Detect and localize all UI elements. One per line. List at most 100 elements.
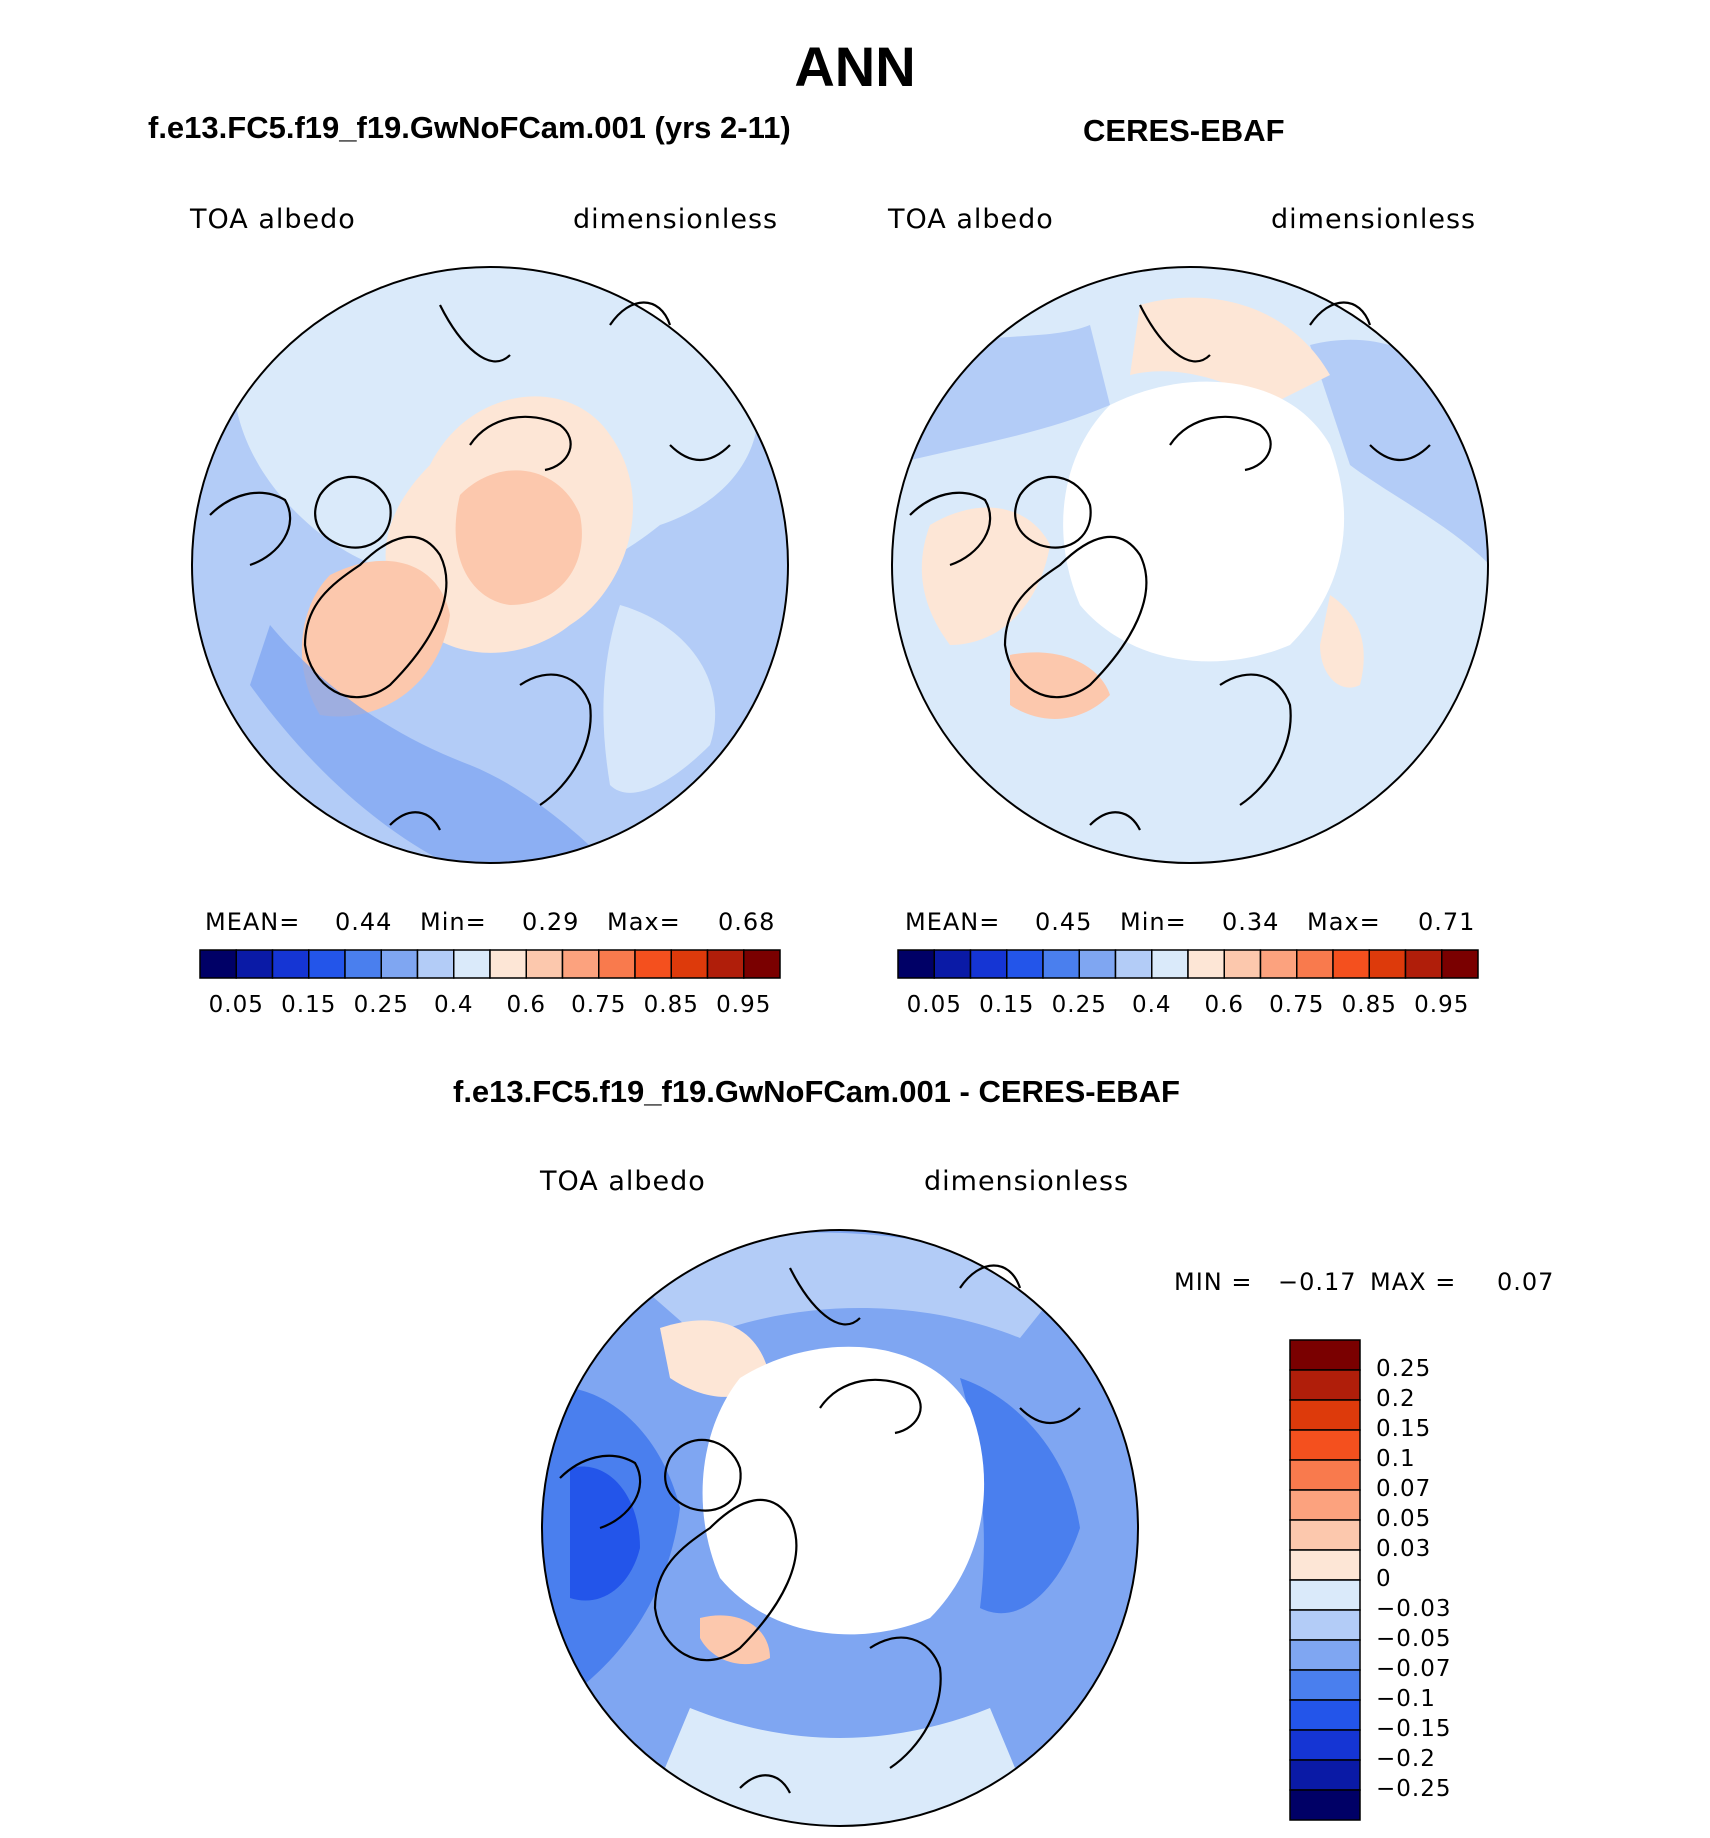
panel-3-colorbar-cell — [1289, 1729, 1361, 1761]
panel-1-variable-label: TOA albedo — [190, 204, 356, 235]
panel-2-colorbar-tick-label: 0.95 — [1414, 992, 1470, 1018]
panel-2-title: CERES-EBAF — [1083, 113, 1285, 148]
panel-3-colorbar-cell — [1289, 1399, 1361, 1431]
panel-1-mean-label: MEAN= — [205, 908, 301, 936]
panel-1-colorbar-tick-label: 0.4 — [433, 992, 474, 1018]
panel-3-colorbar-cell — [1289, 1579, 1361, 1611]
panel-3-colorbar-cell — [1289, 1669, 1361, 1701]
panel-3-colorbar-tick-label: −0.07 — [1376, 1656, 1452, 1682]
panel-3-title: f.e13.FC5.f19_f19.GwNoFCam.001 - CERES-E… — [453, 1074, 1180, 1109]
panel-2-colorbar-tick-label: 0.6 — [1204, 992, 1245, 1018]
panel-1-polar-map — [191, 266, 789, 864]
panel-3-min-value: −0.17 — [1278, 1268, 1357, 1296]
panel-1-colorbar-cell — [235, 949, 274, 979]
panel-1-title: f.e13.FC5.f19_f19.GwNoFCam.001 (yrs 2-11… — [148, 110, 791, 145]
panel-1-colorbar-cell — [525, 949, 564, 979]
panel-3-colorbar-cell — [1289, 1339, 1361, 1371]
panel-3-colorbar-tick-label: 0.15 — [1376, 1416, 1432, 1442]
panel-2-colorbar-cell — [1078, 949, 1117, 979]
panel-1-units-label: dimensionless — [573, 204, 779, 235]
panel-2-colorbar-tick-label: 0.4 — [1131, 992, 1172, 1018]
panel-1-colorbar-cell — [489, 949, 527, 979]
panel-2-colorbar-cell — [1006, 949, 1044, 979]
panel-1-colorbar-cell — [561, 949, 600, 979]
panel-1-colorbar — [199, 949, 781, 979]
panel-3-colorbar-tick-label: −0.1 — [1376, 1686, 1436, 1712]
panel-2-colorbar-tick-label: 0.05 — [906, 992, 962, 1018]
panel-1-colorbar-tick-label: 0.95 — [716, 992, 772, 1018]
panel-1-min-value: 0.29 — [522, 908, 580, 936]
panel-2-colorbar-tick-label: 0.85 — [1341, 992, 1397, 1018]
panel-1-max-label: Max= — [607, 908, 681, 936]
panel-2-colorbar-cell — [1114, 949, 1153, 979]
panel-1-colorbar-cell — [634, 949, 672, 979]
panel-2-variable-label: TOA albedo — [888, 204, 1054, 235]
panel-3-colorbar-cell — [1289, 1459, 1361, 1491]
panel-3-colorbar-cell — [1289, 1429, 1361, 1461]
panel-2-colorbar-tick-label: 0.25 — [1051, 992, 1107, 1018]
panel-3-colorbar-tick-label: 0.1 — [1376, 1446, 1416, 1472]
panel-1-colorbar-tick-label: 0.25 — [353, 992, 409, 1018]
panel-3-colorbar-cell — [1289, 1639, 1361, 1671]
panel-1-colorbar-tick-label: 0.15 — [281, 992, 337, 1018]
panel-3-colorbar-cell — [1289, 1609, 1361, 1641]
main-title: ANN — [794, 35, 916, 98]
panel-3-max-value: 0.07 — [1497, 1268, 1555, 1296]
panel-3-colorbar-tick-label: −0.05 — [1376, 1626, 1452, 1652]
panel-3-colorbar-cell — [1289, 1759, 1361, 1791]
panel-2-units-label: dimensionless — [1271, 204, 1477, 235]
panel-1-colorbar-tick-label: 0.05 — [208, 992, 264, 1018]
panel-2-colorbar-cell — [1441, 949, 1479, 979]
panel-3-colorbar-tick-label: 0.03 — [1376, 1536, 1432, 1562]
panel-3-colorbar-cell — [1289, 1699, 1361, 1731]
panel-3-units-label: dimensionless — [924, 1166, 1130, 1197]
panel-2-colorbar-tick-label: 0.15 — [979, 992, 1035, 1018]
panel-1-colorbar-cell — [271, 949, 310, 979]
panel-3-colorbar-tick-label: 0.07 — [1376, 1476, 1432, 1502]
panel-1-colorbar-cell — [598, 949, 636, 979]
panel-2-mean-label: MEAN= — [905, 908, 1001, 936]
panel-2-max-label: Max= — [1307, 908, 1381, 936]
panel-2-colorbar-cell — [1151, 949, 1189, 979]
panel-2-colorbar-cell — [969, 949, 1008, 979]
panel-3-colorbar-cell — [1289, 1369, 1361, 1401]
panel-2-min-value: 0.34 — [1222, 908, 1280, 936]
panel-3-colorbar-cell — [1289, 1519, 1361, 1551]
panel-2-min-label: Min= — [1120, 908, 1187, 936]
panel-2-colorbar-cell — [1042, 949, 1080, 979]
panel-2-colorbar-cell — [1296, 949, 1334, 979]
panel-1-max-value: 0.68 — [718, 908, 776, 936]
panel-3-colorbar-cell — [1289, 1549, 1361, 1581]
panel-3-polar-map — [541, 1229, 1139, 1827]
panel-1-colorbar-cell — [706, 949, 745, 979]
panel-1-colorbar-cell — [670, 949, 709, 979]
panel-1-colorbar-tick-label: 0.75 — [571, 992, 627, 1018]
panel-1-min-label: Min= — [420, 908, 487, 936]
panel-3-colorbar-tick-label: −0.15 — [1376, 1716, 1452, 1742]
panel-3-colorbar-tick-label: 0 — [1376, 1566, 1392, 1592]
panel-3-colorbar-tick-label: −0.25 — [1376, 1776, 1452, 1802]
panel-1-colorbar-cell — [199, 949, 237, 979]
panel-2-colorbar — [897, 949, 1479, 979]
panel-1-colorbar-cell — [416, 949, 455, 979]
panel-1-colorbar-cell — [308, 949, 346, 979]
panel-2-colorbar-cell — [1404, 949, 1443, 979]
panel-1-colorbar-cell — [453, 949, 491, 979]
panel-3-colorbar-tick-label: 0.25 — [1376, 1356, 1432, 1382]
panel-3-colorbar-cell — [1289, 1789, 1361, 1821]
panel-2-colorbar-cell — [1368, 949, 1407, 979]
panel-3-colorbar — [1289, 1339, 1361, 1821]
panel-3-max-label: MAX = — [1370, 1268, 1457, 1296]
panel-2-mean-value: 0.45 — [1035, 908, 1093, 936]
panel-2-polar-map — [891, 266, 1489, 864]
panel-3-colorbar-tick-label: −0.03 — [1376, 1596, 1452, 1622]
panel-3-colorbar-tick-label: 0.2 — [1376, 1386, 1416, 1412]
panel-3-colorbar-tick-label: −0.2 — [1376, 1746, 1436, 1772]
panel-2-colorbar-cell — [933, 949, 972, 979]
panel-1-colorbar-tick-label: 0.6 — [506, 992, 547, 1018]
panel-3-variable-label: TOA albedo — [540, 1166, 706, 1197]
panel-3-colorbar-tick-label: 0.05 — [1376, 1506, 1432, 1532]
panel-2-colorbar-cell — [1187, 949, 1225, 979]
panel-1-mean-value: 0.44 — [335, 908, 393, 936]
panel-3-colorbar-cell — [1289, 1489, 1361, 1521]
